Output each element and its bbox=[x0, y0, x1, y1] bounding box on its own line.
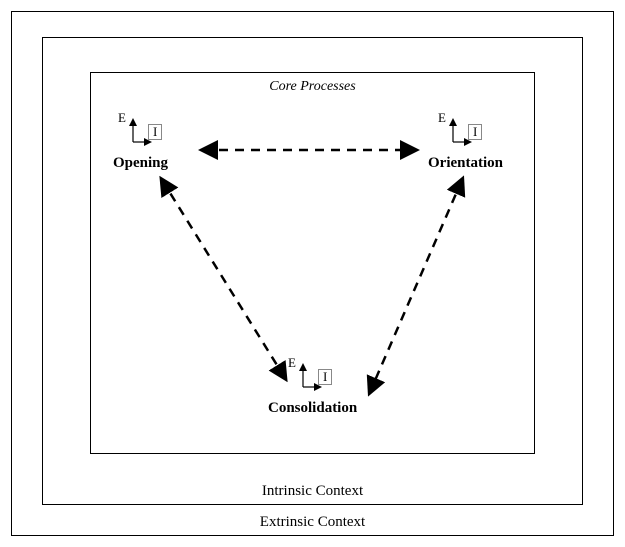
ei-orientation-E: E bbox=[438, 110, 446, 126]
node-orientation-text: Orientation bbox=[428, 155, 503, 171]
ei-opening-I: I bbox=[148, 124, 162, 140]
node-consolidation: Consolidation bbox=[268, 400, 357, 417]
ei-opening: E I bbox=[122, 108, 182, 154]
core-label: Core Processes bbox=[91, 79, 534, 95]
ei-consolidation: E I bbox=[292, 353, 352, 399]
ei-consolidation-E: E bbox=[288, 355, 296, 371]
intrinsic-label: Intrinsic Context bbox=[43, 483, 582, 500]
ei-orientation-I: I bbox=[468, 124, 482, 140]
ei-orientation: E I bbox=[442, 108, 502, 154]
intrinsic-label-text: Intrinsic Context bbox=[262, 483, 363, 499]
ei-opening-E: E bbox=[118, 110, 126, 126]
extrinsic-label: Extrinsic Context bbox=[12, 514, 613, 531]
ei-consolidation-I: I bbox=[318, 369, 332, 385]
node-consolidation-text: Consolidation bbox=[268, 400, 357, 416]
node-opening-text: Opening bbox=[113, 155, 168, 171]
extrinsic-label-text: Extrinsic Context bbox=[260, 514, 365, 530]
core-label-text: Core Processes bbox=[269, 79, 355, 94]
node-orientation: Orientation bbox=[428, 155, 503, 172]
node-opening: Opening bbox=[113, 155, 168, 172]
